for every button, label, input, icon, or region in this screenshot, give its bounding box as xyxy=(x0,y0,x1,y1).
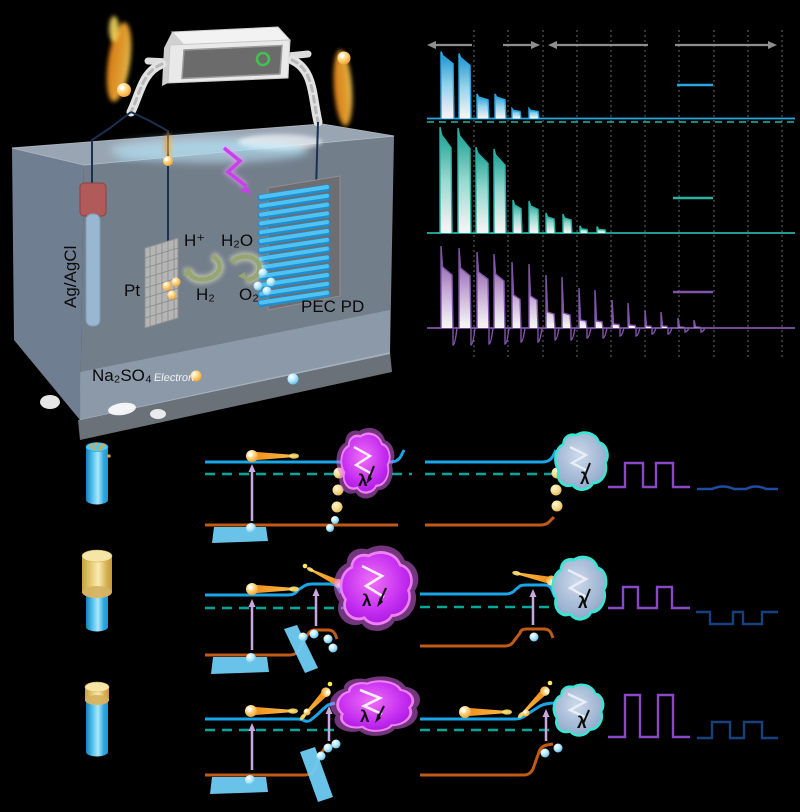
spark-icon xyxy=(302,563,308,569)
spark-icon xyxy=(547,680,553,686)
meter-display-panel xyxy=(181,44,283,80)
light-bolt-icon xyxy=(221,145,252,194)
gold-nanoparticles xyxy=(89,442,111,458)
vis-light-icon: λ xyxy=(553,431,609,491)
hydrogen-molecules xyxy=(162,277,181,300)
species-legend: Electron xyxy=(40,370,299,419)
band-diagrams: λ λ xyxy=(205,427,609,802)
band-diagram-row2-vis: λ xyxy=(420,555,608,648)
oxygen-evolution-arrow xyxy=(228,252,264,285)
source-meter xyxy=(144,26,312,86)
electron-comet-icon xyxy=(246,450,299,462)
band-diagram-row2-uv: λ xyxy=(205,545,419,674)
hole-pool xyxy=(211,657,269,674)
oxygen-label: O₂ xyxy=(239,285,259,304)
counter-electrode-label: Pt xyxy=(124,281,140,300)
oxygen-molecules xyxy=(253,268,276,296)
spark-icon xyxy=(327,681,333,687)
hole-icon xyxy=(287,373,299,385)
lambda-label: λ xyxy=(580,469,590,488)
reference-electrode xyxy=(79,182,107,327)
band-diagram-row1-uv: λ xyxy=(205,427,412,543)
band-diagram-row3-vis: λ xyxy=(420,680,605,777)
uv-light-icon: λ xyxy=(333,545,419,631)
electron-comet-icon xyxy=(245,705,298,717)
lambda-label: λ xyxy=(362,591,372,610)
uv-light-icon: λ xyxy=(336,427,395,499)
legend-electron-label: Electron xyxy=(153,372,195,384)
band-diagram-row1-vis: λ xyxy=(425,431,609,527)
lambda-label: λ xyxy=(358,471,368,490)
valence-band xyxy=(425,515,556,527)
photodetector-label: PEC PD xyxy=(301,297,364,316)
photodetector-panel xyxy=(257,175,341,311)
device-thin-gold-cap xyxy=(84,681,110,757)
electron-icon xyxy=(337,51,351,65)
device-bare-nanorod xyxy=(85,442,111,505)
device-thick-gold-cap xyxy=(81,549,113,632)
band-diagram-row3-uv: λ xyxy=(205,676,421,802)
proton-label: H⁺ xyxy=(184,231,205,250)
hole-icon xyxy=(540,748,550,758)
conduction-band xyxy=(425,449,558,464)
electron-flow-left xyxy=(106,16,132,102)
hole-icon xyxy=(529,632,539,642)
electron-comet xyxy=(163,133,173,166)
lambda-label: λ xyxy=(578,593,588,612)
hole-pool xyxy=(212,527,268,543)
hydrogen-label: H₂ xyxy=(196,285,215,304)
valence-band xyxy=(420,627,555,648)
electrode-wires xyxy=(91,111,319,246)
hole-channel xyxy=(284,625,318,673)
uv-light-icon: λ xyxy=(329,676,421,736)
vis-light-icon: λ xyxy=(551,555,608,621)
valence-band xyxy=(420,742,554,777)
device-structures xyxy=(81,442,113,757)
lambda-label: λ xyxy=(577,713,587,732)
hydrogen-evolution-arrow xyxy=(183,251,225,284)
conduction-band xyxy=(420,583,557,598)
lambda-label: λ xyxy=(360,707,370,726)
power-indicator-icon xyxy=(255,51,271,67)
cables xyxy=(126,55,323,127)
electrochemical-cell-panel: Ag/AgCl Pt H⁺ H₂O H₂ O₂ PEC PD Na₂SO₄ El… xyxy=(11,16,395,440)
electron-icon xyxy=(190,370,202,382)
transient-photocurrent-charts xyxy=(427,30,795,740)
electron-comet-icon xyxy=(459,706,512,718)
electrolyte-label: Na₂SO₄ xyxy=(92,366,152,385)
electron-flow-right xyxy=(333,50,353,126)
vis-light-icon: λ xyxy=(552,683,605,737)
hole-channel xyxy=(300,747,333,802)
water-label: H₂O xyxy=(221,231,253,250)
surface-electrons xyxy=(550,467,563,512)
hole-pool xyxy=(210,777,268,794)
electron-icon xyxy=(117,83,131,97)
hole-icon xyxy=(553,743,563,753)
reference-electrode-label: Ag/AgCl xyxy=(61,246,80,308)
